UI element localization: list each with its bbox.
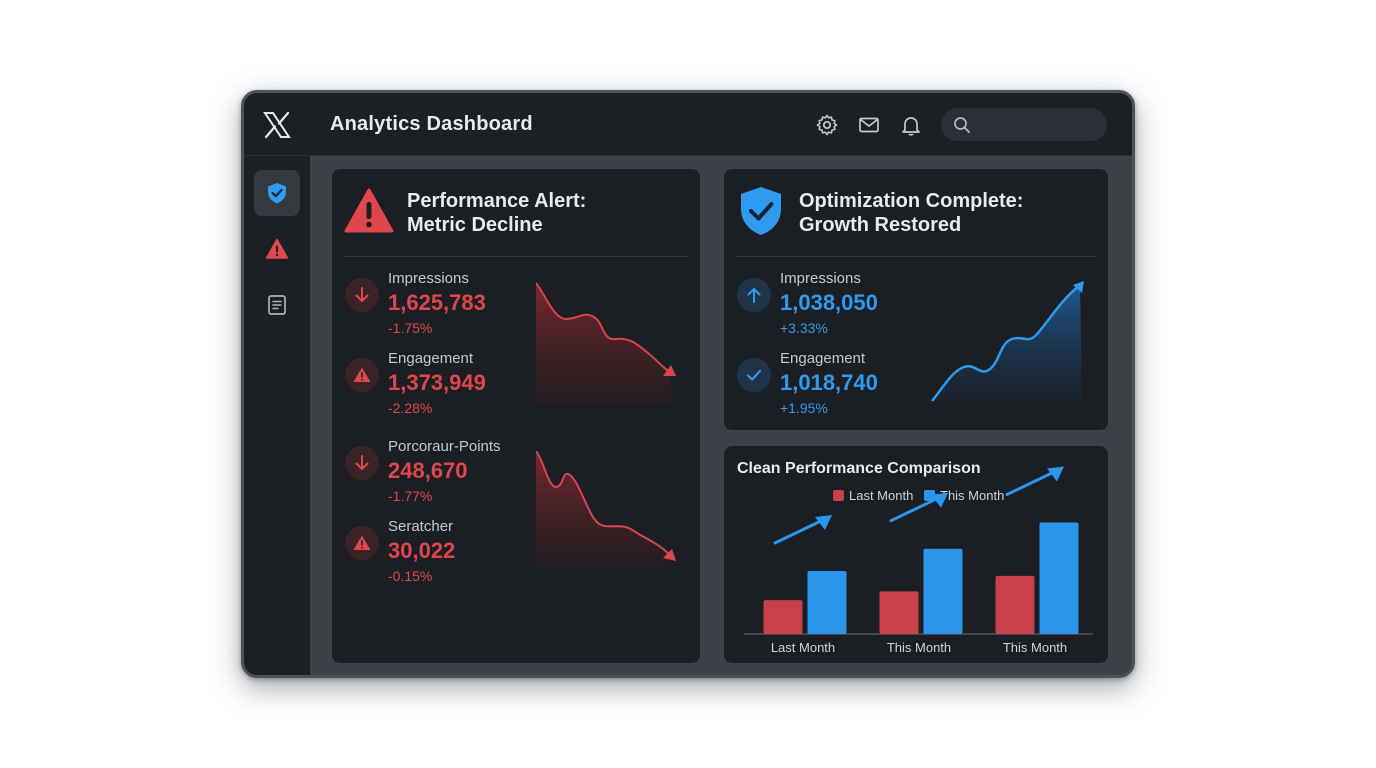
- metric-label: Porcoraur-Points: [388, 438, 501, 455]
- metric-change: +1.95%: [780, 400, 828, 416]
- growth-sparkline: [931, 281, 1084, 402]
- trend-arrow-head-2: [1047, 466, 1064, 482]
- bar-this-month-0: [807, 571, 847, 634]
- bar-last-month-0: [763, 600, 803, 634]
- legend-item-this-month: This Month: [924, 488, 1004, 503]
- decline-sparkline-1: [536, 282, 676, 405]
- trend-arrow-2: [1005, 470, 1057, 497]
- x-tick-label-0: Last Month: [771, 640, 835, 655]
- optimization-title-line2: Growth Restored: [799, 214, 962, 236]
- metric-label: Impressions: [780, 270, 861, 287]
- metric-label: Engagement: [388, 350, 474, 367]
- top-bar: Analytics Dashboard: [244, 93, 1132, 156]
- gear-icon[interactable]: [815, 113, 839, 137]
- metric-value: 1,373,949: [388, 370, 486, 395]
- optimization-title-line1: Optimization Complete:: [799, 190, 1024, 212]
- shield-check-icon: [741, 187, 781, 235]
- arrow-up-icon: [747, 288, 761, 303]
- alert-title-line2: Metric Decline: [407, 214, 543, 236]
- warning-icon: [353, 367, 371, 382]
- search-input[interactable]: [941, 108, 1107, 141]
- trend-arrow-head-1: [931, 492, 948, 508]
- metric-change: -0.15%: [388, 568, 433, 584]
- legend-swatch-red: [833, 490, 844, 501]
- metric-value: 30,022: [388, 538, 456, 563]
- alert-title-line1: Performance Alert:: [407, 190, 587, 212]
- bell-icon[interactable]: [899, 113, 923, 137]
- metric-icon-badge: [737, 278, 771, 312]
- sidebar-item-alerts[interactable]: [254, 226, 300, 272]
- metric-value: 1,038,050: [780, 290, 878, 315]
- trend-arrow-0: [773, 518, 825, 545]
- chart-title: Clean Performance Comparison: [737, 460, 981, 477]
- metric-value: 1,625,783: [388, 290, 486, 315]
- performance-comparison-card: Clean Performance Comparison Last Month …: [724, 446, 1108, 663]
- shield-check-icon: [268, 183, 286, 204]
- metric-value: 248,670: [388, 458, 468, 483]
- comparison-bar-chart: Last Month This Month This Month: [744, 466, 1093, 655]
- check-icon: [746, 369, 762, 381]
- arrow-down-icon: [355, 455, 369, 470]
- document-icon: [268, 295, 286, 315]
- mail-icon[interactable]: [857, 113, 881, 137]
- x-tick-label-1: This Month: [887, 640, 951, 655]
- metric-value: 1,018,740: [780, 370, 878, 395]
- legend-label: This Month: [940, 488, 1005, 503]
- metric-icon-badge: [345, 358, 379, 392]
- metric-label: Impressions: [388, 270, 469, 287]
- performance-alert-card: Performance Alert: Metric Decline Impres…: [332, 169, 700, 663]
- legend-label: Last Month: [849, 488, 914, 503]
- metric-icon-badge: [345, 526, 379, 560]
- metric-icon-badge: [737, 358, 771, 392]
- sidebar-item-reports[interactable]: [254, 282, 300, 328]
- warning-icon: [344, 188, 394, 233]
- metric-change: +3.33%: [780, 320, 828, 336]
- metric-change: -2.28%: [388, 400, 433, 416]
- x-logo-icon[interactable]: [262, 110, 292, 140]
- metric-change: -1.75%: [388, 320, 433, 336]
- bar-this-month-2: [1039, 522, 1079, 634]
- bar-this-month-1: [923, 548, 963, 634]
- arrow-down-icon: [355, 287, 369, 302]
- bar-last-month-1: [879, 591, 919, 634]
- sidebar-item-security[interactable]: [254, 170, 300, 216]
- trend-arrow-1: [889, 496, 941, 523]
- decline-sparkline-2: [536, 451, 676, 567]
- legend-item-last-month: Last Month: [833, 488, 913, 503]
- app-title: Analytics Dashboard: [330, 113, 533, 135]
- warning-icon: [265, 238, 289, 259]
- sidebar: [244, 156, 310, 675]
- metric-icon-badge: [345, 278, 379, 312]
- search-icon: [954, 117, 970, 133]
- x-tick-label-2: This Month: [1003, 640, 1067, 655]
- bar-last-month-2: [995, 575, 1035, 634]
- trend-arrow-head-0: [815, 515, 832, 530]
- optimization-complete-card: Optimization Complete: Growth Restored I…: [724, 169, 1108, 430]
- metric-label: Engagement: [780, 350, 866, 367]
- metric-icon-badge: [345, 446, 379, 480]
- dashboard-window: Analytics Dashboard: [241, 90, 1135, 678]
- legend-swatch-blue: [924, 490, 935, 501]
- metric-label: Seratcher: [388, 518, 454, 535]
- metric-change: -1.77%: [388, 488, 433, 504]
- divider: [344, 256, 688, 257]
- warning-icon: [353, 535, 371, 550]
- divider: [736, 256, 1096, 257]
